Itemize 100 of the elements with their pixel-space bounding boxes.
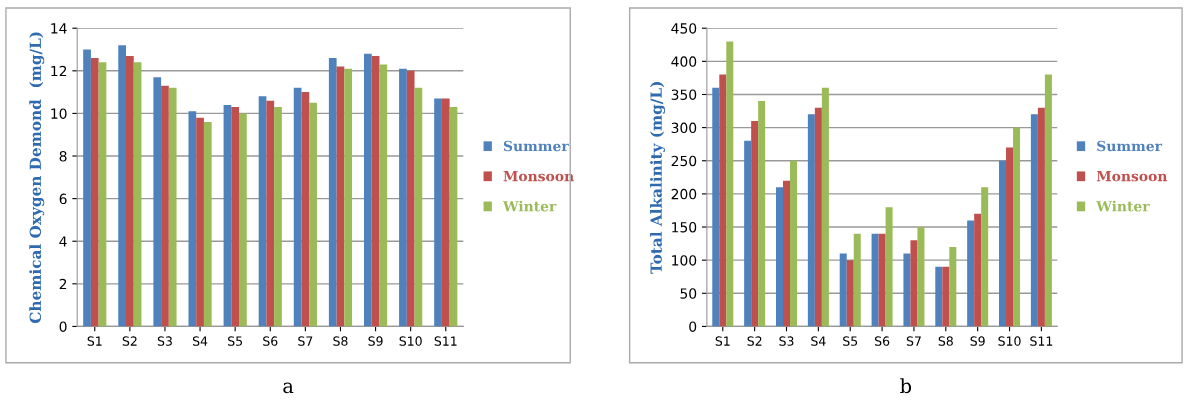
x-tick-label: S8 — [938, 336, 953, 346]
y-tick-label: 6 — [59, 193, 67, 205]
x-tick-label: S1 — [87, 336, 102, 346]
x-tick-label: S10 — [998, 336, 1021, 346]
bar — [301, 92, 310, 327]
y-tick-label: 2 — [59, 278, 67, 290]
bar — [758, 101, 766, 327]
bar — [239, 113, 247, 327]
x-tick-label: S4 — [811, 336, 826, 346]
bar — [434, 98, 442, 327]
x-tick-label: S11 — [1030, 336, 1053, 346]
bar — [371, 55, 380, 327]
bar — [726, 41, 734, 327]
bar — [293, 87, 302, 327]
x-tick-label: S6 — [263, 336, 278, 346]
y-tick-label: 100 — [672, 255, 697, 266]
bar — [414, 87, 423, 327]
bar — [999, 160, 1007, 327]
text: a — [283, 382, 294, 394]
x-tick-label: S10 — [399, 336, 422, 346]
x-tick-label: S5 — [228, 336, 243, 346]
x-tick-label: S7 — [906, 336, 921, 346]
bar — [344, 68, 353, 327]
bar — [126, 55, 134, 327]
y-tick-label: 450 — [671, 23, 697, 34]
bar — [935, 266, 943, 327]
bar — [188, 111, 197, 327]
bar — [223, 104, 232, 327]
bar — [328, 58, 337, 327]
y-tick-label: 0 — [59, 321, 67, 332]
bar — [744, 140, 752, 327]
bar — [967, 220, 975, 327]
bar — [903, 253, 911, 327]
bar — [807, 114, 815, 327]
legend-label: Monsoon — [503, 171, 574, 182]
bar — [885, 207, 893, 327]
bar — [1037, 107, 1045, 327]
bar — [878, 233, 886, 327]
y-tick-label: 10 — [51, 108, 67, 119]
y-axis-title: Chemical Oxygen Demond (mg/L) — [29, 32, 45, 324]
bar — [1006, 147, 1014, 327]
y-tick-label: 150 — [672, 221, 697, 233]
bar — [161, 85, 169, 327]
y-tick-label: 350 — [671, 89, 697, 100]
bar — [981, 187, 989, 327]
bar — [399, 68, 407, 327]
bar — [942, 266, 950, 327]
bar — [449, 107, 458, 327]
x-tick-label: S11 — [434, 336, 457, 346]
bar — [118, 45, 127, 327]
bar — [379, 64, 388, 327]
x-tick-label: S2 — [747, 336, 762, 346]
bar — [203, 121, 212, 327]
bar — [814, 107, 822, 327]
bar — [231, 107, 240, 327]
y-tick-label: 4 — [59, 236, 67, 247]
bar — [1030, 114, 1038, 327]
x-tick-label: S3 — [157, 336, 172, 346]
y-tick-label: 400 — [671, 56, 697, 67]
y-tick-label: 250 — [671, 155, 697, 167]
x-tick-label: S5 — [843, 336, 858, 346]
bar — [974, 213, 982, 327]
legend-label: Monsoon — [1096, 171, 1168, 182]
x-tick-label: S7 — [298, 336, 313, 346]
y-tick-label: 12 — [51, 65, 67, 77]
y-tick-label: 50 — [680, 288, 697, 299]
bar — [274, 107, 282, 327]
legend-label: Summer — [1097, 140, 1163, 152]
bar — [839, 253, 847, 327]
bar — [258, 96, 267, 327]
x-tick-label: S2 — [122, 336, 137, 346]
bar — [363, 53, 372, 327]
bar — [336, 66, 345, 327]
text: b — [900, 378, 912, 394]
bar — [790, 160, 798, 327]
bar — [309, 102, 317, 327]
legend-label: Winter — [502, 200, 557, 212]
bar — [406, 70, 415, 327]
bar — [821, 87, 829, 327]
bar — [266, 100, 275, 327]
bar — [910, 240, 918, 327]
y-tick-label: 300 — [671, 122, 697, 134]
x-tick-label: S1 — [715, 336, 730, 346]
bar — [719, 74, 727, 327]
x-tick-label: S3 — [779, 336, 794, 346]
bar — [917, 227, 925, 327]
bar — [153, 77, 162, 327]
bar — [1044, 74, 1052, 327]
bar — [846, 260, 854, 327]
legend-label: Summer — [503, 140, 569, 152]
bar — [83, 49, 91, 327]
y-tick-label: 0 — [689, 321, 697, 332]
bar — [133, 62, 142, 327]
x-tick-label: S9 — [970, 336, 985, 346]
bar — [168, 87, 177, 327]
bar — [712, 87, 720, 327]
bar — [98, 62, 107, 327]
y-axis-title: Total Alkalinity (mg/L) — [650, 82, 666, 274]
x-tick-label: S9 — [368, 336, 383, 346]
x-tick-label: S4 — [192, 336, 208, 346]
